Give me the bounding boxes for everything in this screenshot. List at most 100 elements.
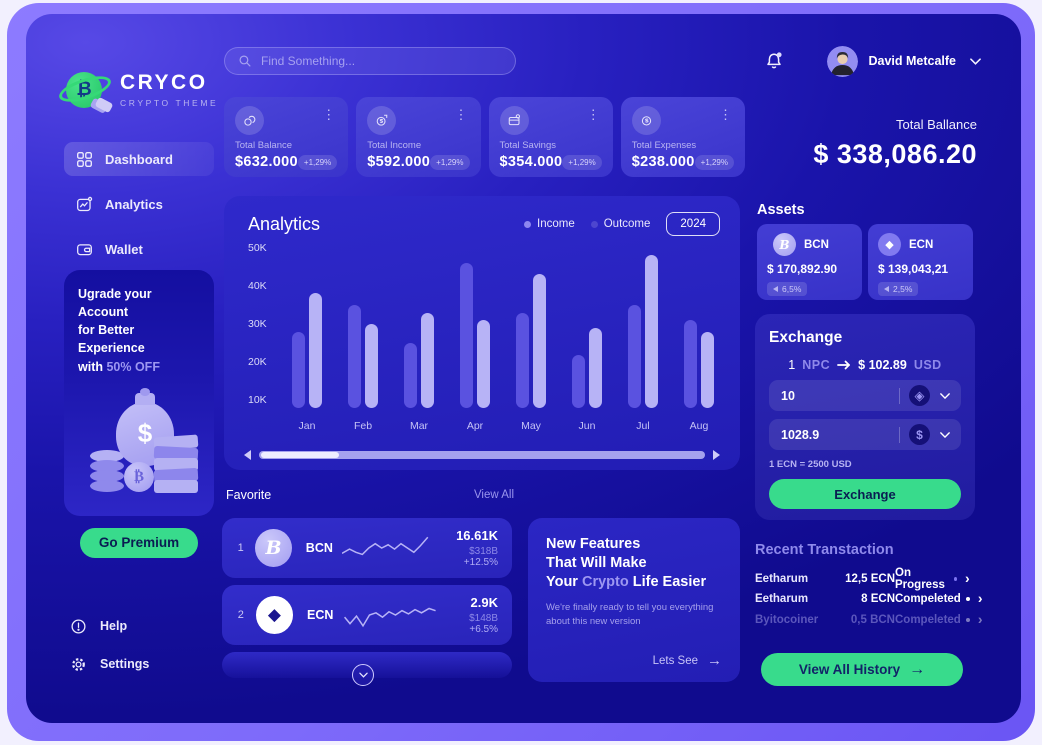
stat-card-total-expenses: Total Expenses $238.000 +1,29% (620, 97, 745, 177)
features-body: We're finally ready to tell you everythi… (546, 601, 714, 627)
coins-icon (235, 106, 264, 135)
x-tick-label: Feb (353, 420, 373, 432)
x-tick-label: Apr (466, 420, 484, 432)
money-bag-illustration: $ ₿ (78, 384, 200, 514)
bar-group (684, 320, 714, 408)
chevron-right-icon[interactable] (978, 611, 990, 629)
search-icon (238, 54, 252, 68)
transactions-title: Recent Transtaction (755, 542, 894, 558)
coin-value: 16.61K (456, 528, 498, 543)
analytics-panel: Analytics Income Outcome 2024 10K 20K 30K 4… (224, 196, 740, 470)
promo-line-3: with (78, 359, 107, 374)
go-premium-button[interactable]: Go Premium (80, 527, 198, 558)
lets-see-button[interactable]: Lets See (653, 652, 722, 669)
kebab-menu-icon[interactable] (453, 106, 470, 123)
sidebar-item-label: Settings (100, 657, 150, 671)
scroll-right-arrow-icon[interactable] (713, 450, 720, 460)
features-title-line: New Features (546, 536, 641, 552)
chevron-right-icon[interactable] (965, 570, 977, 588)
favorite-row-ecn[interactable]: 2 ECN 2.9K $148B +6.5% (222, 585, 512, 645)
crypto-amount-field[interactable] (769, 380, 961, 411)
bell-icon (767, 52, 782, 69)
user-name[interactable]: David Metcalfe (868, 54, 956, 68)
total-balance-block: Total Ballance $ 338,086.20 (755, 117, 977, 170)
tx-status: Compeleted (895, 592, 961, 605)
exchange-button[interactable]: Exchange (769, 479, 961, 509)
usd-token-icon (909, 424, 930, 445)
legend-item-outcome[interactable]: Outcome (590, 218, 650, 230)
rank-number: 1 (237, 542, 244, 554)
bar-group (628, 255, 658, 408)
search-input[interactable] (261, 54, 502, 68)
chart-bar-income (421, 313, 434, 408)
stat-value: $238.000 (631, 154, 695, 170)
expand-list-button[interactable] (352, 664, 374, 686)
view-all-link[interactable]: View All (473, 489, 514, 501)
kebab-menu-icon[interactable] (717, 106, 734, 123)
chart-bar-outcome (628, 305, 641, 408)
currency-select-chevron-down-icon[interactable] (938, 430, 952, 440)
rate-to-currency: USD (913, 358, 942, 372)
transaction-row[interactable]: Byitocoiner 0,5 BCN Compeleted (755, 609, 977, 630)
rate-from-currency: NPC (802, 358, 831, 372)
scroll-left-arrow-icon[interactable] (244, 450, 251, 460)
asset-value: $ 170,892.90 (767, 262, 838, 276)
scrollbar-track[interactable] (259, 451, 705, 459)
bar-chart: 10K 20K 30K 40K 50K Jan Feb Mar Apr May Jun Jul Aug (248, 240, 720, 436)
y-axis: 10K 20K 30K 40K 50K (248, 240, 282, 408)
notification-bell-button[interactable] (764, 51, 784, 71)
sidebar-item-wallet[interactable]: Wallet (64, 232, 214, 266)
transaction-row[interactable]: Eetharum 12,5 ECN On Progress (755, 567, 977, 591)
decrease-triangle-icon (773, 286, 778, 292)
assets-title: Assets (757, 202, 805, 218)
bar-group (516, 274, 546, 408)
chart-bar-outcome (516, 313, 529, 408)
sidebar-item-label: Analytics (105, 196, 163, 212)
kebab-menu-icon[interactable] (320, 106, 337, 123)
chart-bar-outcome (404, 343, 417, 408)
view-all-history-button[interactable]: View All History (761, 653, 963, 686)
sidebar-item-help[interactable]: Help (70, 614, 210, 638)
sidebar-item-analytics[interactable]: Analytics (64, 187, 214, 221)
sidebar-item-label: Dashboard (105, 151, 173, 167)
scrollbar-thumb[interactable] (261, 452, 339, 458)
tx-amount: 12,5 ECN (845, 573, 895, 585)
token-select-chevron-down-icon[interactable] (938, 391, 952, 401)
features-highlight: Crypto (581, 573, 629, 590)
assets-row: BCN $ 170,892.90 6,5% ECN $ 139,043,21 2… (757, 224, 973, 300)
stat-cards-row: Total Balance $632.000 +1,29% Total Inco… (224, 97, 745, 177)
stat-label: Total Income (367, 140, 422, 151)
x-tick-label: Jun (578, 420, 596, 432)
bcn-coin-icon (255, 529, 292, 567)
chart-bar-income (533, 274, 546, 408)
sidebar-item-settings[interactable]: Settings (70, 652, 210, 676)
tx-status: Compeleted (895, 613, 961, 626)
gear-icon (70, 656, 87, 673)
fiat-amount-input[interactable] (781, 427, 899, 442)
tx-amount: 0,5 BCN (850, 613, 895, 626)
x-tick-label: Mar (409, 420, 429, 432)
transaction-row[interactable]: Eetharum 8 ECN Compeleted (755, 588, 977, 609)
stat-card-total-savings: Total Savings $354.000 +1,29% (488, 97, 613, 177)
search-bar[interactable] (224, 47, 516, 75)
sidebar-item-dashboard[interactable]: Dashboard (64, 142, 214, 176)
chevron-right-icon[interactable] (978, 590, 990, 608)
sidebar-footer: Help Settings (70, 614, 210, 690)
asset-card-ecn: ECN $ 139,043,21 2,5% (868, 224, 973, 300)
coin-stack-icon (90, 449, 124, 494)
user-menu-chevron-down-icon[interactable] (968, 56, 983, 67)
chevron-down-icon (358, 672, 368, 678)
year-selector[interactable]: 2024 (666, 212, 720, 236)
favorite-row-bcn[interactable]: 1 BCN 16.61K $318B +12.5% (222, 518, 512, 578)
sparkline-chart (342, 536, 429, 556)
favorite-title: Favorite (226, 488, 272, 502)
tx-status: On Progress (895, 567, 945, 591)
y-tick-label: 20K (248, 356, 267, 369)
fiat-amount-field[interactable] (769, 419, 961, 450)
chart-bar-income (701, 332, 714, 408)
legend-item-income[interactable]: Income (524, 218, 575, 230)
kebab-menu-icon[interactable] (585, 106, 602, 123)
change-percent: +6.5% (469, 624, 499, 635)
crypto-amount-input[interactable] (781, 388, 899, 403)
user-avatar[interactable] (827, 45, 859, 77)
